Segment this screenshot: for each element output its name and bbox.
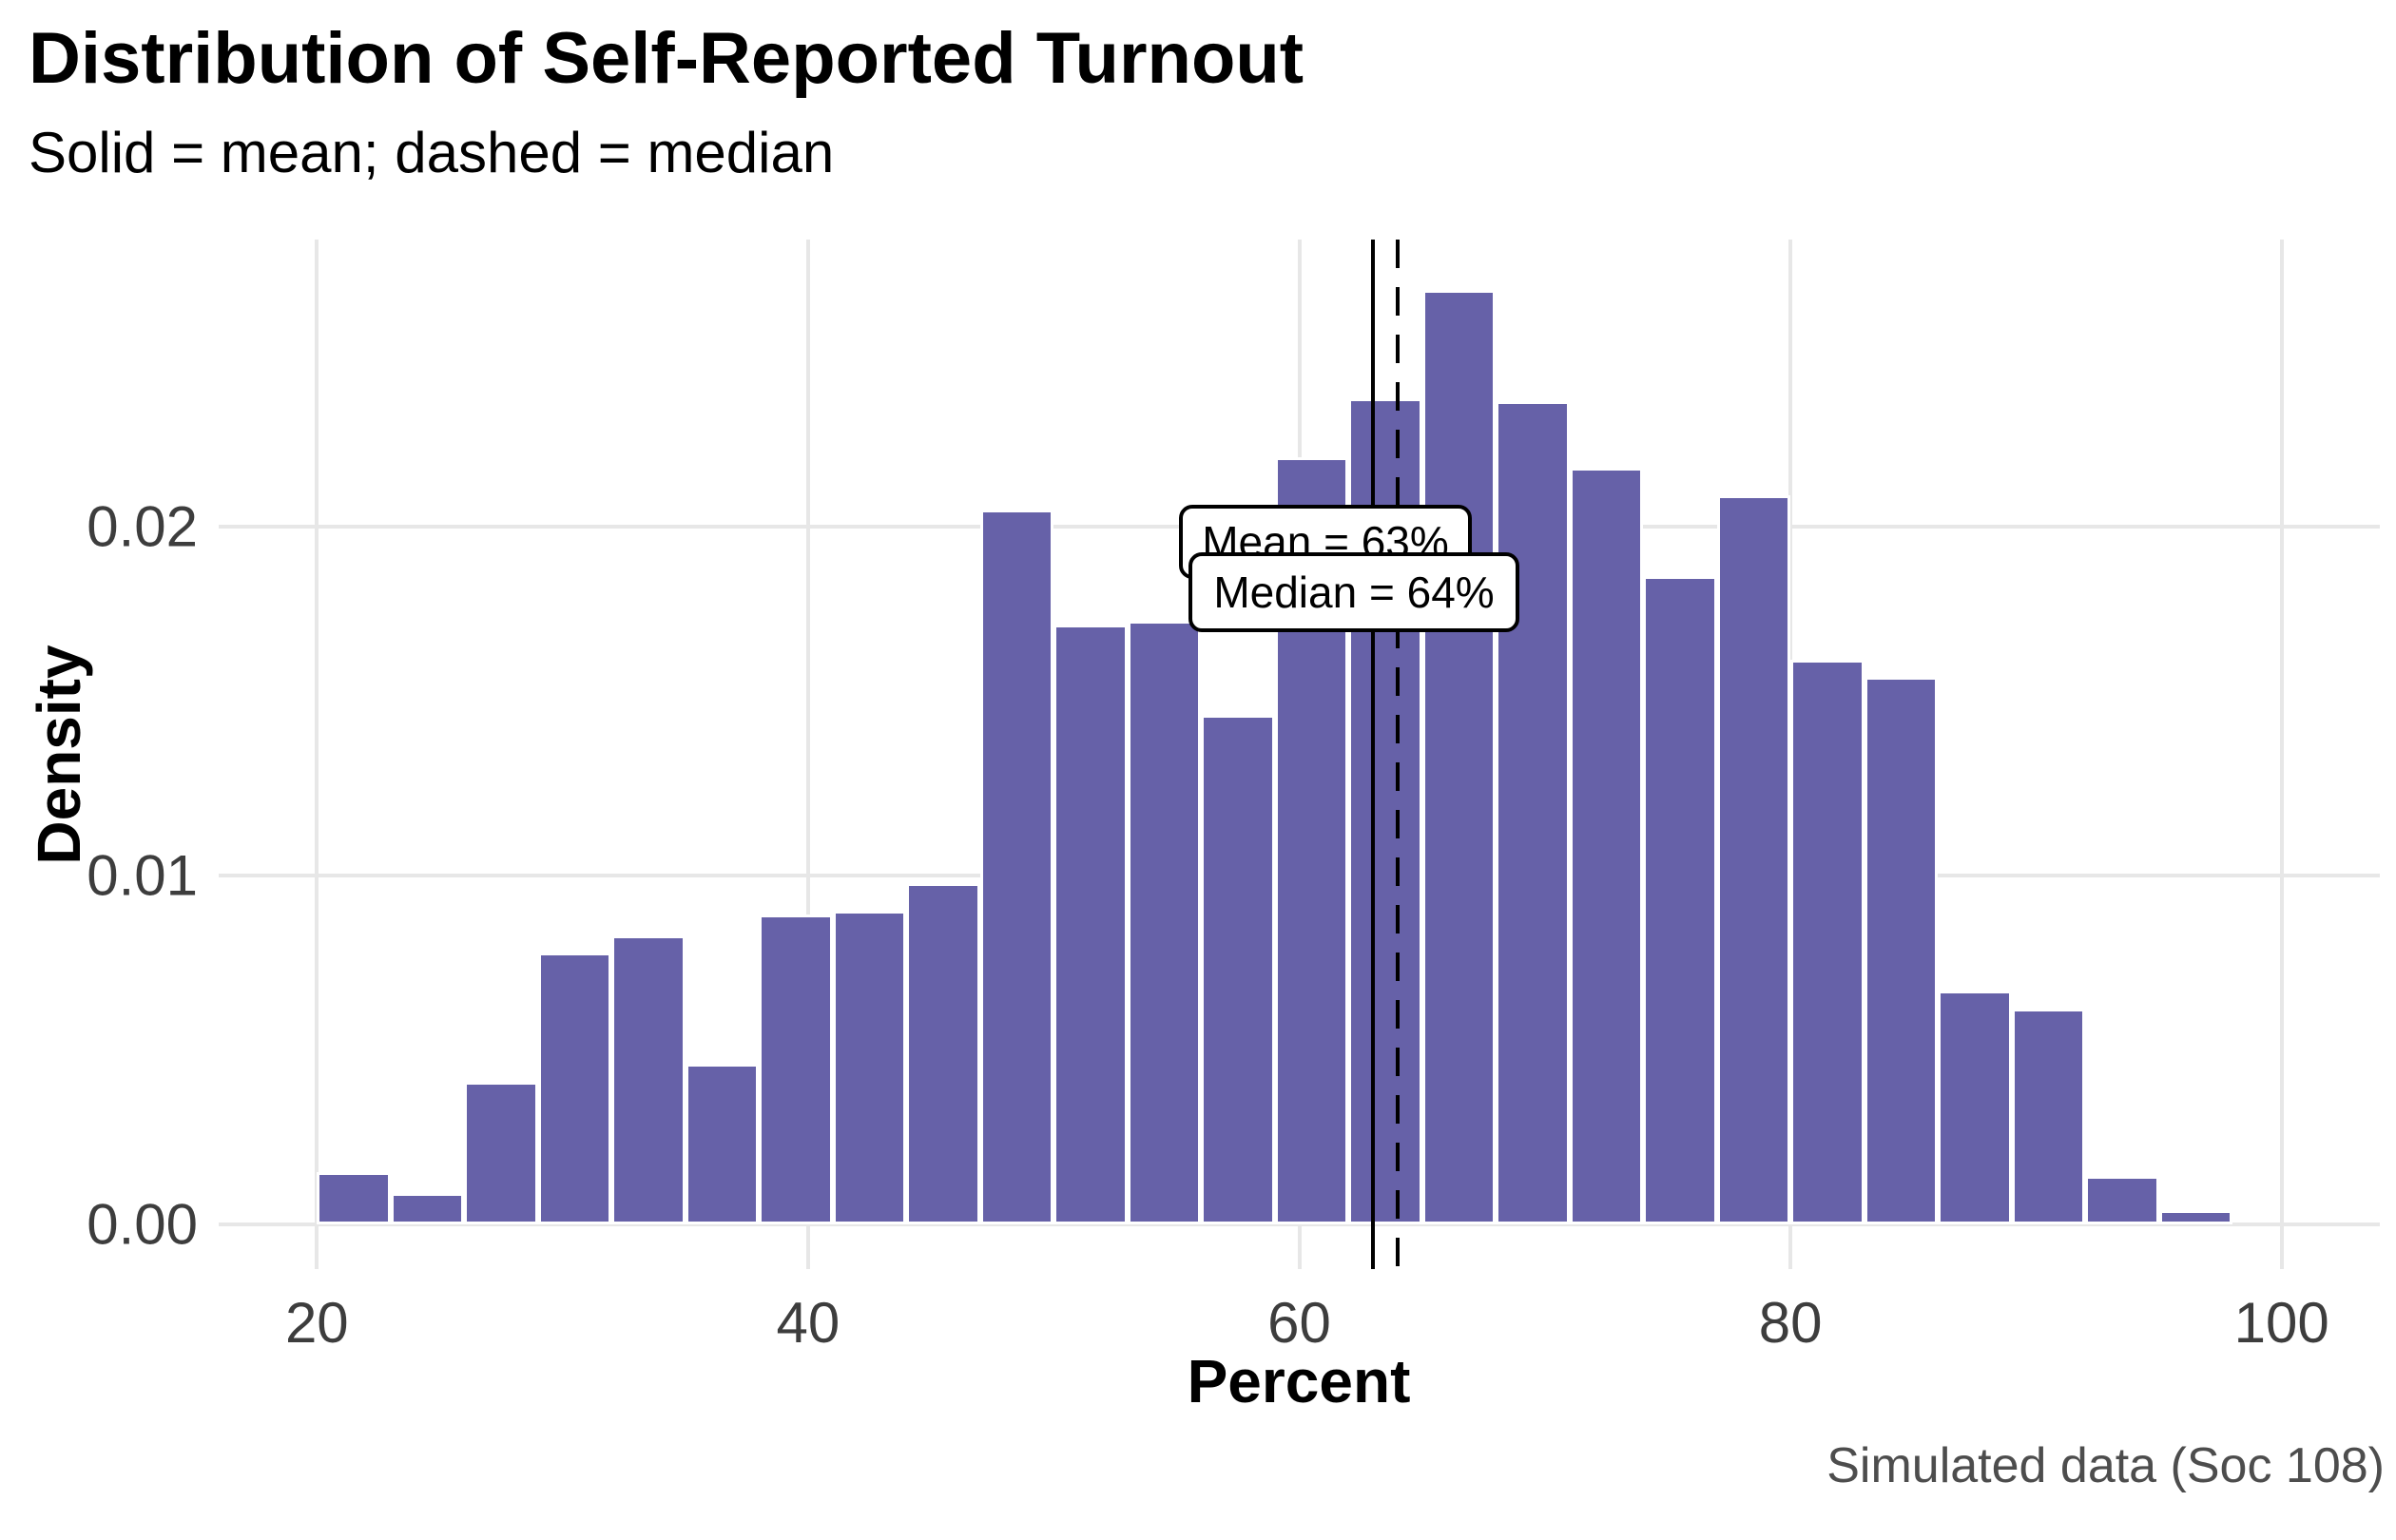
histogram-bar [832,910,907,1225]
x-tick-label: 20 [284,1291,349,1355]
x-gridline [315,240,319,1269]
histogram-bar [1496,401,1570,1225]
x-tick-label: 80 [1758,1291,1823,1355]
histogram-bar [1864,677,1939,1225]
median-line [1395,240,1400,1269]
y-tick-label: 0.00 [87,1192,198,1257]
histogram-bar [390,1193,465,1225]
histogram-bar [1643,575,1717,1225]
y-tick-label: 0.02 [87,494,198,559]
histogram-bar [1421,289,1497,1225]
median-annotation-label: Median = 64% [1213,568,1495,617]
histogram-bar [2085,1175,2159,1225]
histogram-bar [1790,659,1865,1225]
histogram-bar [1569,467,1644,1225]
histogram-bar [1127,621,1202,1225]
histogram-bar [685,1064,760,1225]
y-axis-title: Density [25,645,93,865]
y-tick-label: 0.01 [87,843,198,908]
histogram-bar [979,509,1054,1225]
histogram-bar [1938,991,2012,1225]
histogram-bar [2158,1210,2233,1225]
histogram-bar [611,934,686,1225]
histogram-bar [2011,1008,2086,1225]
mean-line [1370,240,1375,1269]
x-axis-title: Percent [1187,1347,1411,1415]
histogram-bar [759,914,833,1225]
chart-subtitle: Solid = mean; dashed = median [29,121,835,184]
chart-title: Distribution of Self-Reported Turnout [29,18,1304,99]
chart-caption: Simulated data (Soc 108) [1826,1438,2385,1493]
x-gridline [805,240,810,1269]
x-tick-label: 100 [2233,1291,2329,1355]
histogram-bar [1053,625,1128,1225]
histogram-bar [1201,715,1275,1225]
histogram-bar [464,1081,538,1225]
histogram-bar [537,952,612,1225]
histogram-bar [906,882,980,1225]
x-tick-label: 40 [776,1291,841,1355]
histogram-bar [1716,495,1791,1225]
histogram-bar [317,1172,391,1225]
median-annotation-box: Median = 64% [1188,552,1519,632]
x-gridline [2279,240,2284,1269]
plot-panel: 0.00 0.01 0.02 20 40 60 80 100 [87,240,2380,1355]
x-tick-label: 60 [1267,1291,1331,1355]
